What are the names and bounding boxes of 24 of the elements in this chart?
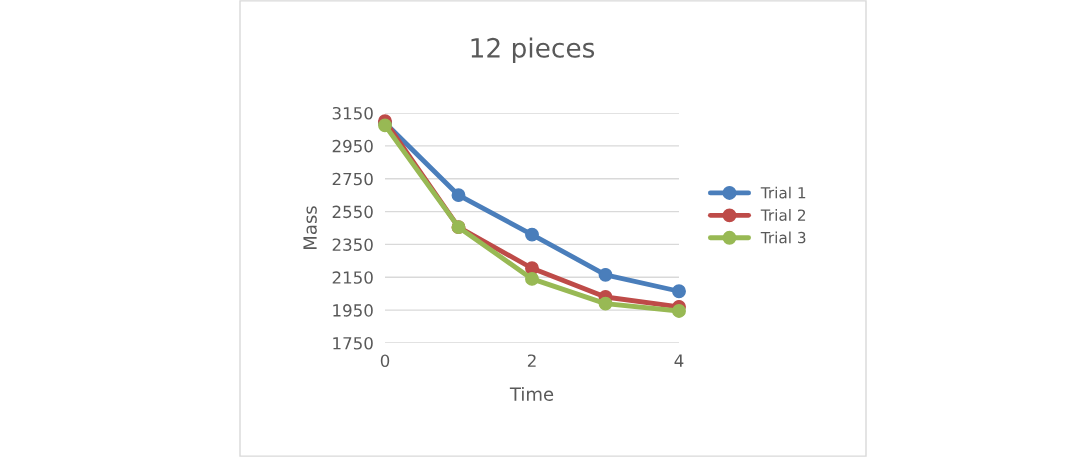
x-tick-label: 4 (674, 354, 684, 367)
legend-label: Trial 2 (760, 209, 806, 221)
point (672, 304, 686, 318)
y-tick-label: 2150 (332, 271, 373, 284)
point (598, 267, 613, 282)
y-tick-label: 2350 (332, 238, 373, 251)
point (672, 284, 686, 299)
point (598, 296, 613, 311)
y-tick-label: 2950 (332, 139, 373, 153)
point (451, 188, 466, 203)
y-tick-label: 2550 (332, 205, 373, 219)
legend-label: Trial 3 (760, 231, 806, 244)
legend-label: Trial 1 (760, 186, 806, 199)
y-tick-label: 1950 (333, 304, 373, 317)
x-tick-label: 2 (527, 354, 536, 367)
chart-title: 12 pieces (471, 37, 595, 63)
y-tick-label: 2750 (332, 172, 373, 186)
y-tick-label: 3150 (332, 106, 373, 120)
x-axis-title: Time (509, 386, 554, 401)
x-tick-label: 0 (380, 354, 390, 368)
point (525, 227, 539, 242)
point (525, 271, 539, 286)
y-tick-label: 1750 (333, 336, 373, 350)
y-axis-title: Mass (303, 206, 317, 249)
